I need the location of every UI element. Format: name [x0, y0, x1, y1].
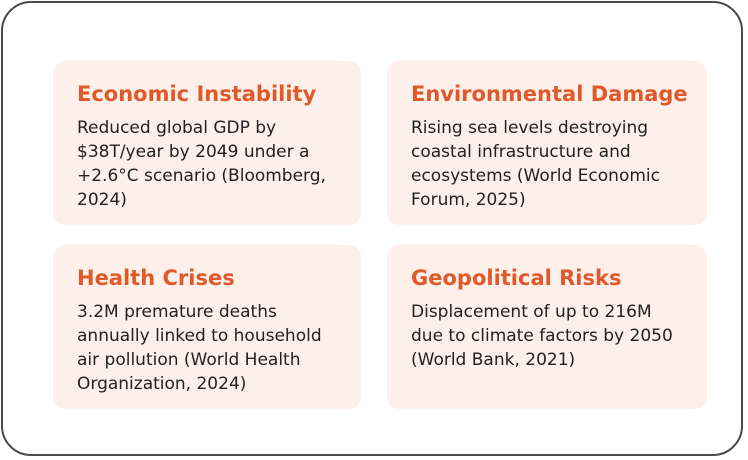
card-title: Economic Instability — [77, 82, 317, 106]
card-body: 3.2M premature deaths annually linked to… — [77, 302, 322, 394]
card-environmental-damage: Environmental Damage Rising sea levels d… — [387, 61, 707, 225]
card-economic-instability: Economic Instability Reduced global GDP … — [53, 61, 361, 225]
card-body: Rising sea levels destroying coastal inf… — [411, 118, 660, 210]
card-geopolitical-risks: Geopolitical Risks Displacement of up to… — [387, 245, 707, 409]
card-body: Reduced global GDP by $38T/year by 2049 … — [77, 118, 326, 210]
card-title: Health Crises — [77, 266, 235, 290]
card-health-crises: Health Crises 3.2M premature deaths annu… — [53, 245, 361, 409]
card-body: Displacement of up to 216M due to climat… — [411, 302, 673, 370]
card-title: Environmental Damage — [411, 82, 688, 106]
card-title: Geopolitical Risks — [411, 266, 622, 290]
